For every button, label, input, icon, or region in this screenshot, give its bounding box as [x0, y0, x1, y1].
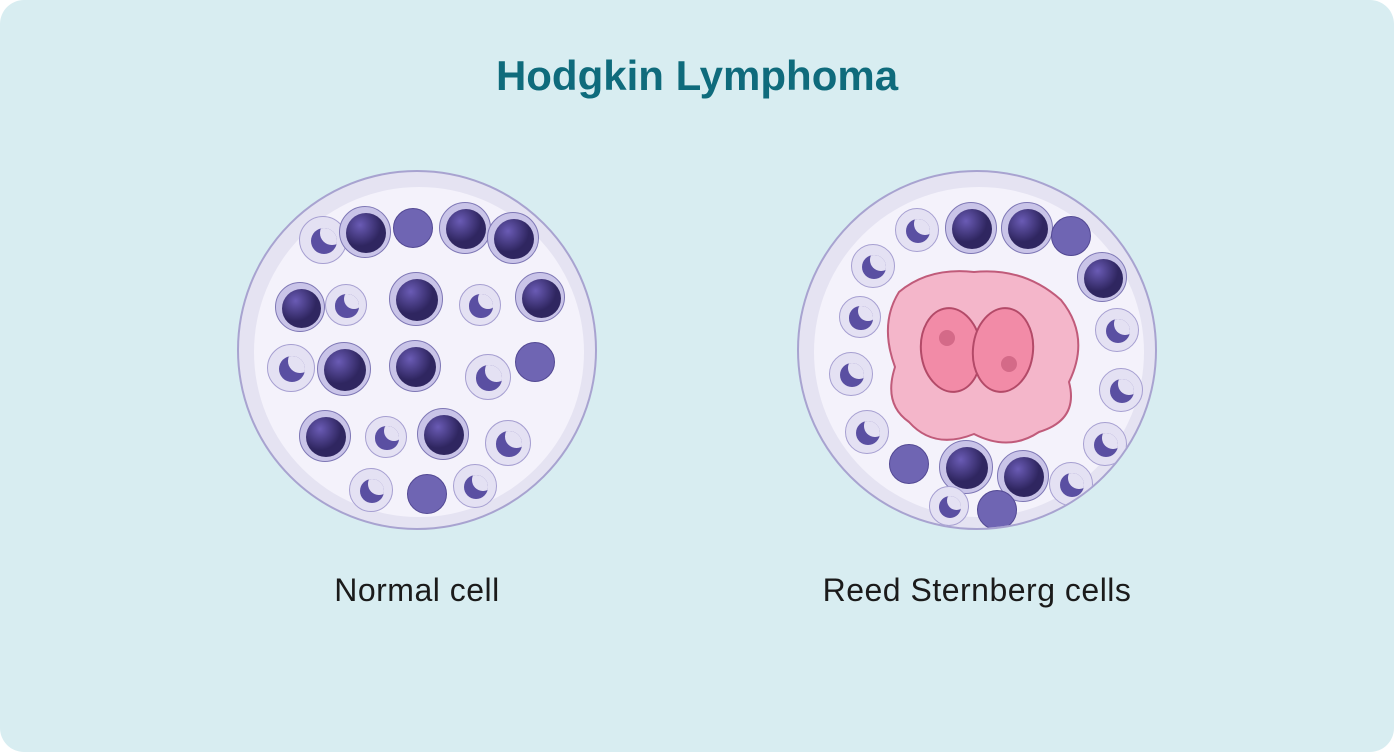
dark-cell — [389, 340, 441, 392]
solid-cell — [407, 474, 447, 514]
caption-rs: Reed Sternberg cells — [823, 572, 1132, 609]
cell-nucleus — [1008, 209, 1049, 250]
dark-cell — [339, 206, 391, 258]
cell-nucleus — [1094, 433, 1118, 457]
cell-nucleus — [396, 347, 437, 388]
solid-cell — [977, 490, 1017, 530]
dish-normal — [237, 170, 597, 530]
cell-nucleus — [282, 289, 321, 328]
dark-cell — [439, 202, 491, 254]
cell-nucleus — [335, 294, 358, 317]
cell-nucleus — [464, 475, 488, 499]
cell-nucleus — [1084, 259, 1123, 298]
dark-cell — [1077, 252, 1127, 302]
cell-nucleus — [494, 219, 535, 260]
cell-nucleus — [360, 479, 384, 503]
cell-nucleus — [396, 279, 438, 321]
panels-row: Normal cell Reed Sternberg cells — [0, 170, 1394, 609]
pale-cell — [1049, 462, 1093, 506]
dark-cell — [389, 272, 443, 326]
solid-cell — [889, 444, 929, 484]
rs-nucleolus-1 — [939, 330, 955, 346]
pale-cell — [267, 344, 315, 392]
cell-nucleus — [862, 255, 886, 279]
dark-cell — [1001, 202, 1053, 254]
rs-nucleolus-2 — [1001, 356, 1017, 372]
pale-cell — [349, 468, 393, 512]
dark-cell — [487, 212, 539, 264]
pale-cell — [365, 416, 407, 458]
pale-cell — [895, 208, 939, 252]
dish-rs — [797, 170, 1157, 530]
cell-nucleus — [946, 447, 988, 489]
cell-nucleus — [469, 294, 492, 317]
pale-cell — [1083, 422, 1127, 466]
dark-cell — [945, 202, 997, 254]
panel-normal: Normal cell — [237, 170, 597, 609]
cell-nucleus — [346, 213, 387, 254]
panel-rs: Reed Sternberg cells — [797, 170, 1157, 609]
solid-cell — [515, 342, 555, 382]
dark-cell — [299, 410, 351, 462]
caption-normal: Normal cell — [334, 572, 500, 609]
pale-cell — [325, 284, 367, 326]
cell-nucleus — [311, 228, 337, 254]
cell-nucleus — [1110, 379, 1134, 403]
dark-cell — [515, 272, 565, 322]
pale-cell — [459, 284, 501, 326]
cell-nucleus — [939, 496, 961, 518]
cell-nucleus — [1060, 473, 1084, 497]
cell-nucleus — [906, 219, 930, 243]
cell-nucleus — [375, 426, 398, 449]
dark-cell — [317, 342, 371, 396]
cell-nucleus — [952, 209, 993, 250]
page-title: Hodgkin Lymphoma — [496, 52, 898, 100]
cell-nucleus — [476, 365, 501, 390]
pale-cell — [929, 486, 969, 526]
solid-cell — [393, 208, 433, 248]
cell-nucleus — [306, 417, 347, 458]
pale-cell — [453, 464, 497, 508]
pale-cell — [465, 354, 511, 400]
pale-cell — [845, 410, 889, 454]
pale-cell — [1095, 308, 1139, 352]
cell-nucleus — [1106, 319, 1130, 343]
pale-cell — [829, 352, 873, 396]
pale-cell — [851, 244, 895, 288]
cell-nucleus — [856, 421, 880, 445]
cell-nucleus — [1004, 457, 1045, 498]
cell-nucleus — [446, 209, 487, 250]
pale-cell — [485, 420, 531, 466]
cell-nucleus — [496, 431, 521, 456]
dark-cell — [275, 282, 325, 332]
cell-nucleus — [279, 356, 305, 382]
solid-cell — [1051, 216, 1091, 256]
pale-cell — [1099, 368, 1143, 412]
cell-nucleus — [522, 279, 561, 318]
diagram-canvas: Hodgkin Lymphoma Normal cell Reed Sternb… — [0, 0, 1394, 752]
pale-cell — [839, 296, 881, 338]
cell-nucleus — [840, 363, 864, 387]
dark-cell — [417, 408, 469, 460]
cell-nucleus — [324, 349, 366, 391]
cell-nucleus — [849, 306, 872, 329]
cell-nucleus — [424, 415, 465, 456]
